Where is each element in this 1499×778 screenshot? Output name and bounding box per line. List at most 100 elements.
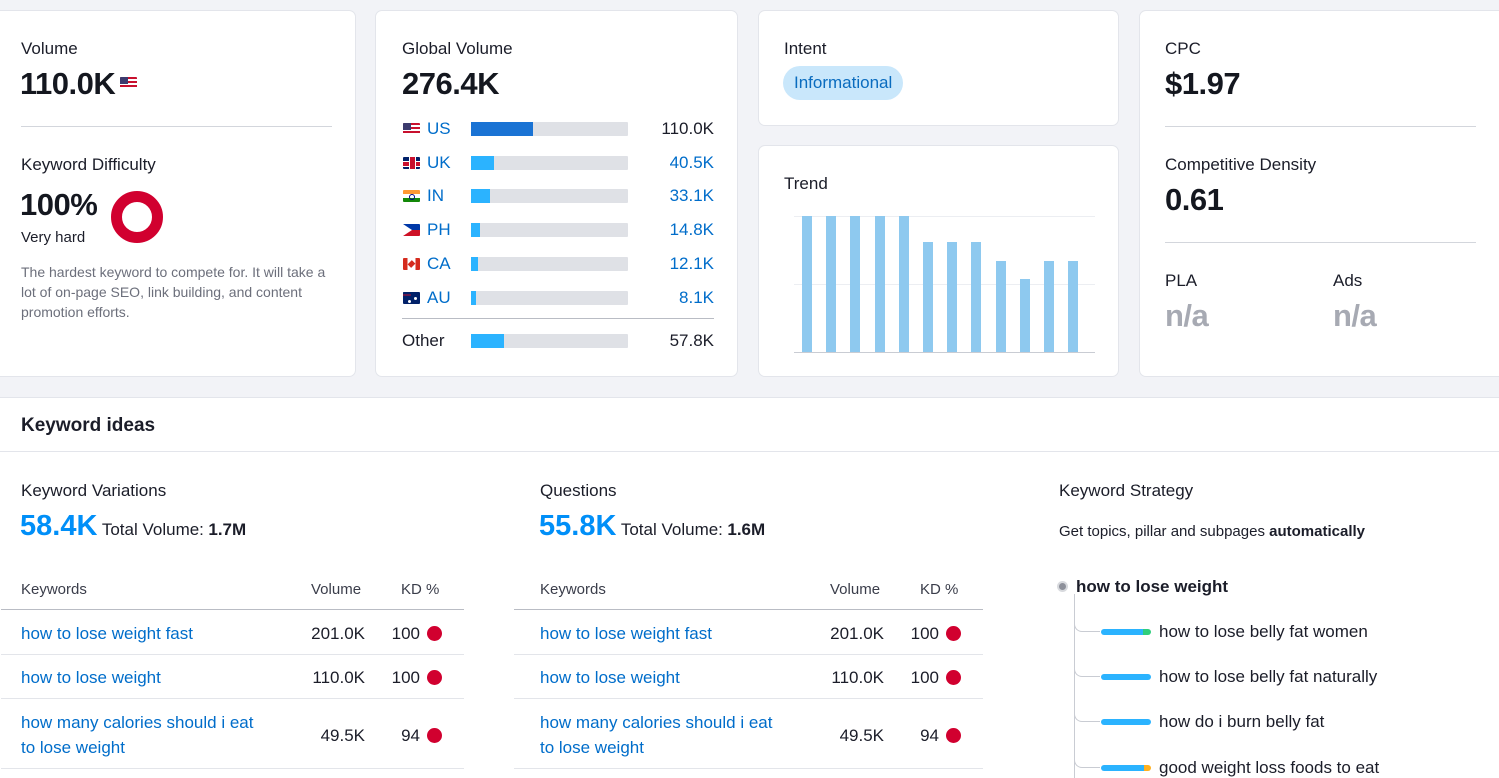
country-row[interactable]: PH 14.8K	[376, 220, 739, 240]
country-volume[interactable]: 33.1K	[669, 186, 714, 205]
country-row[interactable]: UK 40.5K	[376, 153, 739, 173]
trend-bar[interactable]	[971, 242, 982, 352]
divider	[1165, 242, 1476, 243]
keyword-kd: 100	[910, 624, 939, 643]
row-divider	[1, 654, 464, 655]
global-volume-value: 276.4K	[402, 66, 499, 101]
country-row[interactable]: US 110.0K	[376, 119, 739, 139]
other-bar-fill	[471, 334, 504, 348]
keyword-variations-summary: 58.4K Total Volume: 1.7M	[20, 510, 246, 543]
difficulty-ring-icon	[111, 191, 163, 243]
country-volume: 110.0K	[661, 119, 714, 138]
country-code: PH	[427, 220, 451, 239]
country-row[interactable]: IN 33.1K	[376, 186, 739, 206]
tree-branch	[1074, 662, 1100, 677]
total-volume-value: 1.6M	[727, 520, 766, 539]
global-volume-label: Global Volume	[402, 39, 513, 58]
keyword-strategy-title: Keyword Strategy	[1059, 481, 1194, 500]
trend-bar[interactable]	[923, 242, 933, 352]
country-bar	[471, 291, 628, 305]
country-volume[interactable]: 12.1K	[669, 254, 714, 273]
country-bar-fill	[471, 122, 533, 136]
country-bar	[471, 189, 628, 203]
keyword-volume: 49.5K	[839, 726, 884, 745]
trend-bar[interactable]	[874, 216, 885, 352]
global-volume-card: Global Volume 276.4K US 110.0K UK 40.5K …	[375, 10, 738, 377]
tree-root-keyword[interactable]: how to lose weight	[1076, 577, 1229, 596]
volume-value: 110.0K	[20, 66, 116, 101]
row-divider	[514, 654, 983, 655]
trend-bar[interactable]	[1044, 261, 1054, 352]
trend-label: Trend	[784, 174, 828, 193]
topic-item[interactable]: how do i burn belly fat	[1159, 712, 1325, 731]
topic-item[interactable]: good weight loss foods to eat	[1159, 758, 1380, 777]
in-flag-icon	[403, 190, 420, 202]
trend-bar[interactable]	[1068, 261, 1079, 352]
tree-branch	[1074, 617, 1100, 632]
keyword-kd: 94	[920, 726, 939, 745]
competitive-density-value: 0.61	[1165, 182, 1224, 217]
trend-bar[interactable]	[826, 216, 837, 352]
kd-indicator-icon	[946, 670, 961, 685]
country-volume[interactable]: 40.5K	[669, 153, 714, 172]
intent-badge[interactable]: Informational	[783, 66, 904, 100]
total-volume-label: Total Volume:	[101, 520, 204, 539]
country-volume[interactable]: 8.1K	[679, 288, 714, 307]
uk-flag-icon	[403, 157, 420, 169]
trend-bar[interactable]	[1019, 279, 1030, 352]
column-volume[interactable]: Volume	[311, 581, 362, 598]
country-row[interactable]: CA 12.1K	[376, 254, 739, 274]
keyword-line: to lose weight	[540, 738, 644, 757]
country-code: AU	[427, 288, 451, 307]
keyword-volume: 49.5K	[320, 726, 365, 745]
keyword-volume: 201.0K	[830, 624, 884, 643]
country-bar-fill	[471, 156, 494, 170]
column-kd[interactable]: KD %	[920, 581, 959, 598]
country-code: IN	[427, 186, 444, 205]
trend-bar[interactable]	[995, 261, 1006, 352]
strategy-subtitle-text: Get topics, pillar and subpages	[1059, 523, 1265, 540]
column-keywords: Keywords	[540, 581, 606, 598]
cpc-card: CPC $1.97 Competitive Density 0.61 PLA n…	[1139, 10, 1499, 377]
column-kd[interactable]: KD %	[401, 581, 440, 598]
table-header-divider	[514, 609, 983, 610]
country-bar-fill	[471, 291, 476, 305]
kd-indicator-icon	[427, 728, 442, 743]
keyword-link[interactable]: how many calories should i eat to lose w…	[540, 710, 810, 760]
trend-bar[interactable]	[947, 242, 958, 352]
trend-bar[interactable]	[850, 216, 861, 352]
country-row[interactable]: AU 8.1K	[376, 288, 739, 308]
kd-indicator-icon	[427, 670, 442, 685]
keyword-link[interactable]: how to lose weight fast	[540, 624, 712, 643]
keyword-link[interactable]: how to lose weight	[21, 668, 161, 687]
country-volume[interactable]: 14.8K	[669, 220, 714, 239]
trend-bar[interactable]	[898, 216, 909, 352]
topic-volume-bar	[1101, 629, 1151, 635]
column-volume[interactable]: Volume	[830, 581, 881, 598]
country-code: CA	[427, 254, 451, 273]
topic-item[interactable]: how to lose belly fat women	[1159, 622, 1368, 641]
keyword-kd: 94	[401, 726, 420, 745]
keyword-ideas-title: Keyword ideas	[21, 415, 156, 436]
keyword-link[interactable]: how many calories should i eat to lose w…	[21, 710, 291, 760]
keyword-variations-title: Keyword Variations	[21, 481, 167, 500]
other-bar	[471, 334, 628, 348]
kd-indicator-icon	[946, 626, 961, 641]
keyword-link[interactable]: how to lose weight fast	[21, 624, 193, 643]
keyword-difficulty-value: 100%	[20, 187, 98, 222]
keyword-ideas-panel: Keyword ideas Keyword Variations 58.4K T…	[0, 397, 1499, 778]
keyword-variations-count[interactable]: 58.4K	[20, 510, 98, 542]
keyword-line: to lose weight	[21, 738, 125, 757]
questions-count[interactable]: 55.8K	[539, 510, 617, 542]
row-divider	[1, 698, 464, 699]
other-label: Other	[402, 331, 445, 350]
keyword-link[interactable]: how to lose weight	[540, 668, 680, 687]
us-flag-icon	[403, 123, 420, 135]
trend-bar[interactable]	[802, 216, 812, 352]
questions-title: Questions	[540, 481, 617, 500]
us-flag-icon	[120, 77, 137, 89]
topic-item[interactable]: how to lose belly fat naturally	[1159, 667, 1378, 686]
ph-flag-icon	[403, 224, 420, 236]
difficulty-level: Very hard	[21, 229, 86, 246]
tree-branch	[1074, 707, 1100, 722]
